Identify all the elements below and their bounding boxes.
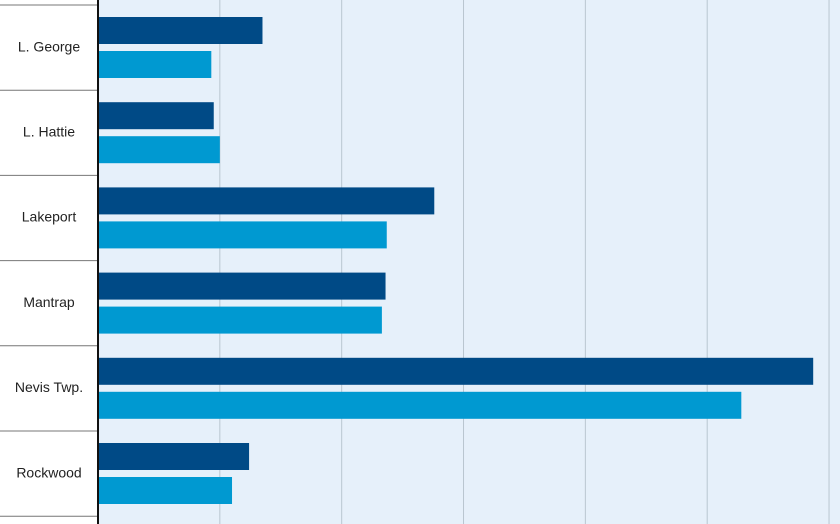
bar [98,17,263,44]
bar [98,51,212,78]
y-tick-label: Rockwood [16,464,81,480]
y-tick-label: L. Hattie [23,124,75,140]
y-tick-label: Nevis Twp. [15,379,83,395]
plot-background [98,0,840,524]
y-tick-label: Lakeport [22,209,77,225]
bar [98,136,220,164]
bar [98,357,814,385]
bar [98,306,382,334]
bar [98,477,233,504]
bar [98,272,386,300]
bar [98,391,742,419]
y-tick-label: Mantrap [23,294,75,310]
y-tick-label: L. George [18,38,80,54]
bar [98,102,214,130]
bar [98,187,435,215]
bar [98,443,250,470]
bar [98,221,387,249]
